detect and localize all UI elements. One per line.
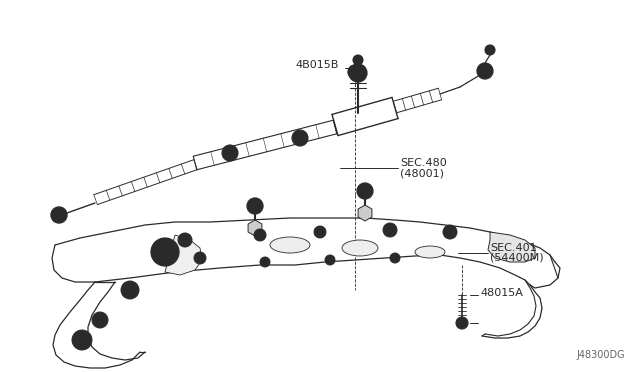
Circle shape: [121, 281, 139, 299]
Circle shape: [72, 330, 92, 350]
Text: (54400M): (54400M): [490, 253, 543, 263]
Circle shape: [254, 229, 266, 241]
Circle shape: [390, 253, 400, 263]
Circle shape: [247, 198, 263, 214]
Circle shape: [314, 226, 326, 238]
Ellipse shape: [415, 246, 445, 258]
Circle shape: [443, 225, 457, 239]
Circle shape: [477, 63, 493, 79]
Circle shape: [92, 312, 108, 328]
Circle shape: [485, 45, 495, 55]
Polygon shape: [165, 235, 202, 275]
Circle shape: [349, 64, 367, 82]
Circle shape: [292, 130, 308, 146]
Text: 48015A: 48015A: [480, 288, 523, 298]
Text: SEC.401: SEC.401: [490, 243, 536, 253]
Circle shape: [162, 249, 168, 255]
Circle shape: [260, 257, 270, 267]
Circle shape: [348, 65, 362, 79]
Text: 4B015B: 4B015B: [295, 60, 339, 70]
Ellipse shape: [342, 240, 378, 256]
Circle shape: [325, 255, 335, 265]
Circle shape: [353, 55, 363, 65]
Circle shape: [151, 238, 179, 266]
Polygon shape: [248, 220, 262, 236]
Polygon shape: [358, 205, 372, 221]
Text: J48300DG: J48300DG: [577, 350, 625, 360]
Circle shape: [456, 317, 468, 329]
Circle shape: [357, 183, 373, 199]
Text: (48001): (48001): [400, 168, 444, 178]
Circle shape: [194, 252, 206, 264]
Polygon shape: [488, 232, 535, 262]
Circle shape: [222, 145, 238, 161]
Ellipse shape: [270, 237, 310, 253]
Circle shape: [51, 207, 67, 223]
Circle shape: [178, 233, 192, 247]
Text: SEC.480: SEC.480: [400, 158, 447, 168]
Circle shape: [383, 223, 397, 237]
